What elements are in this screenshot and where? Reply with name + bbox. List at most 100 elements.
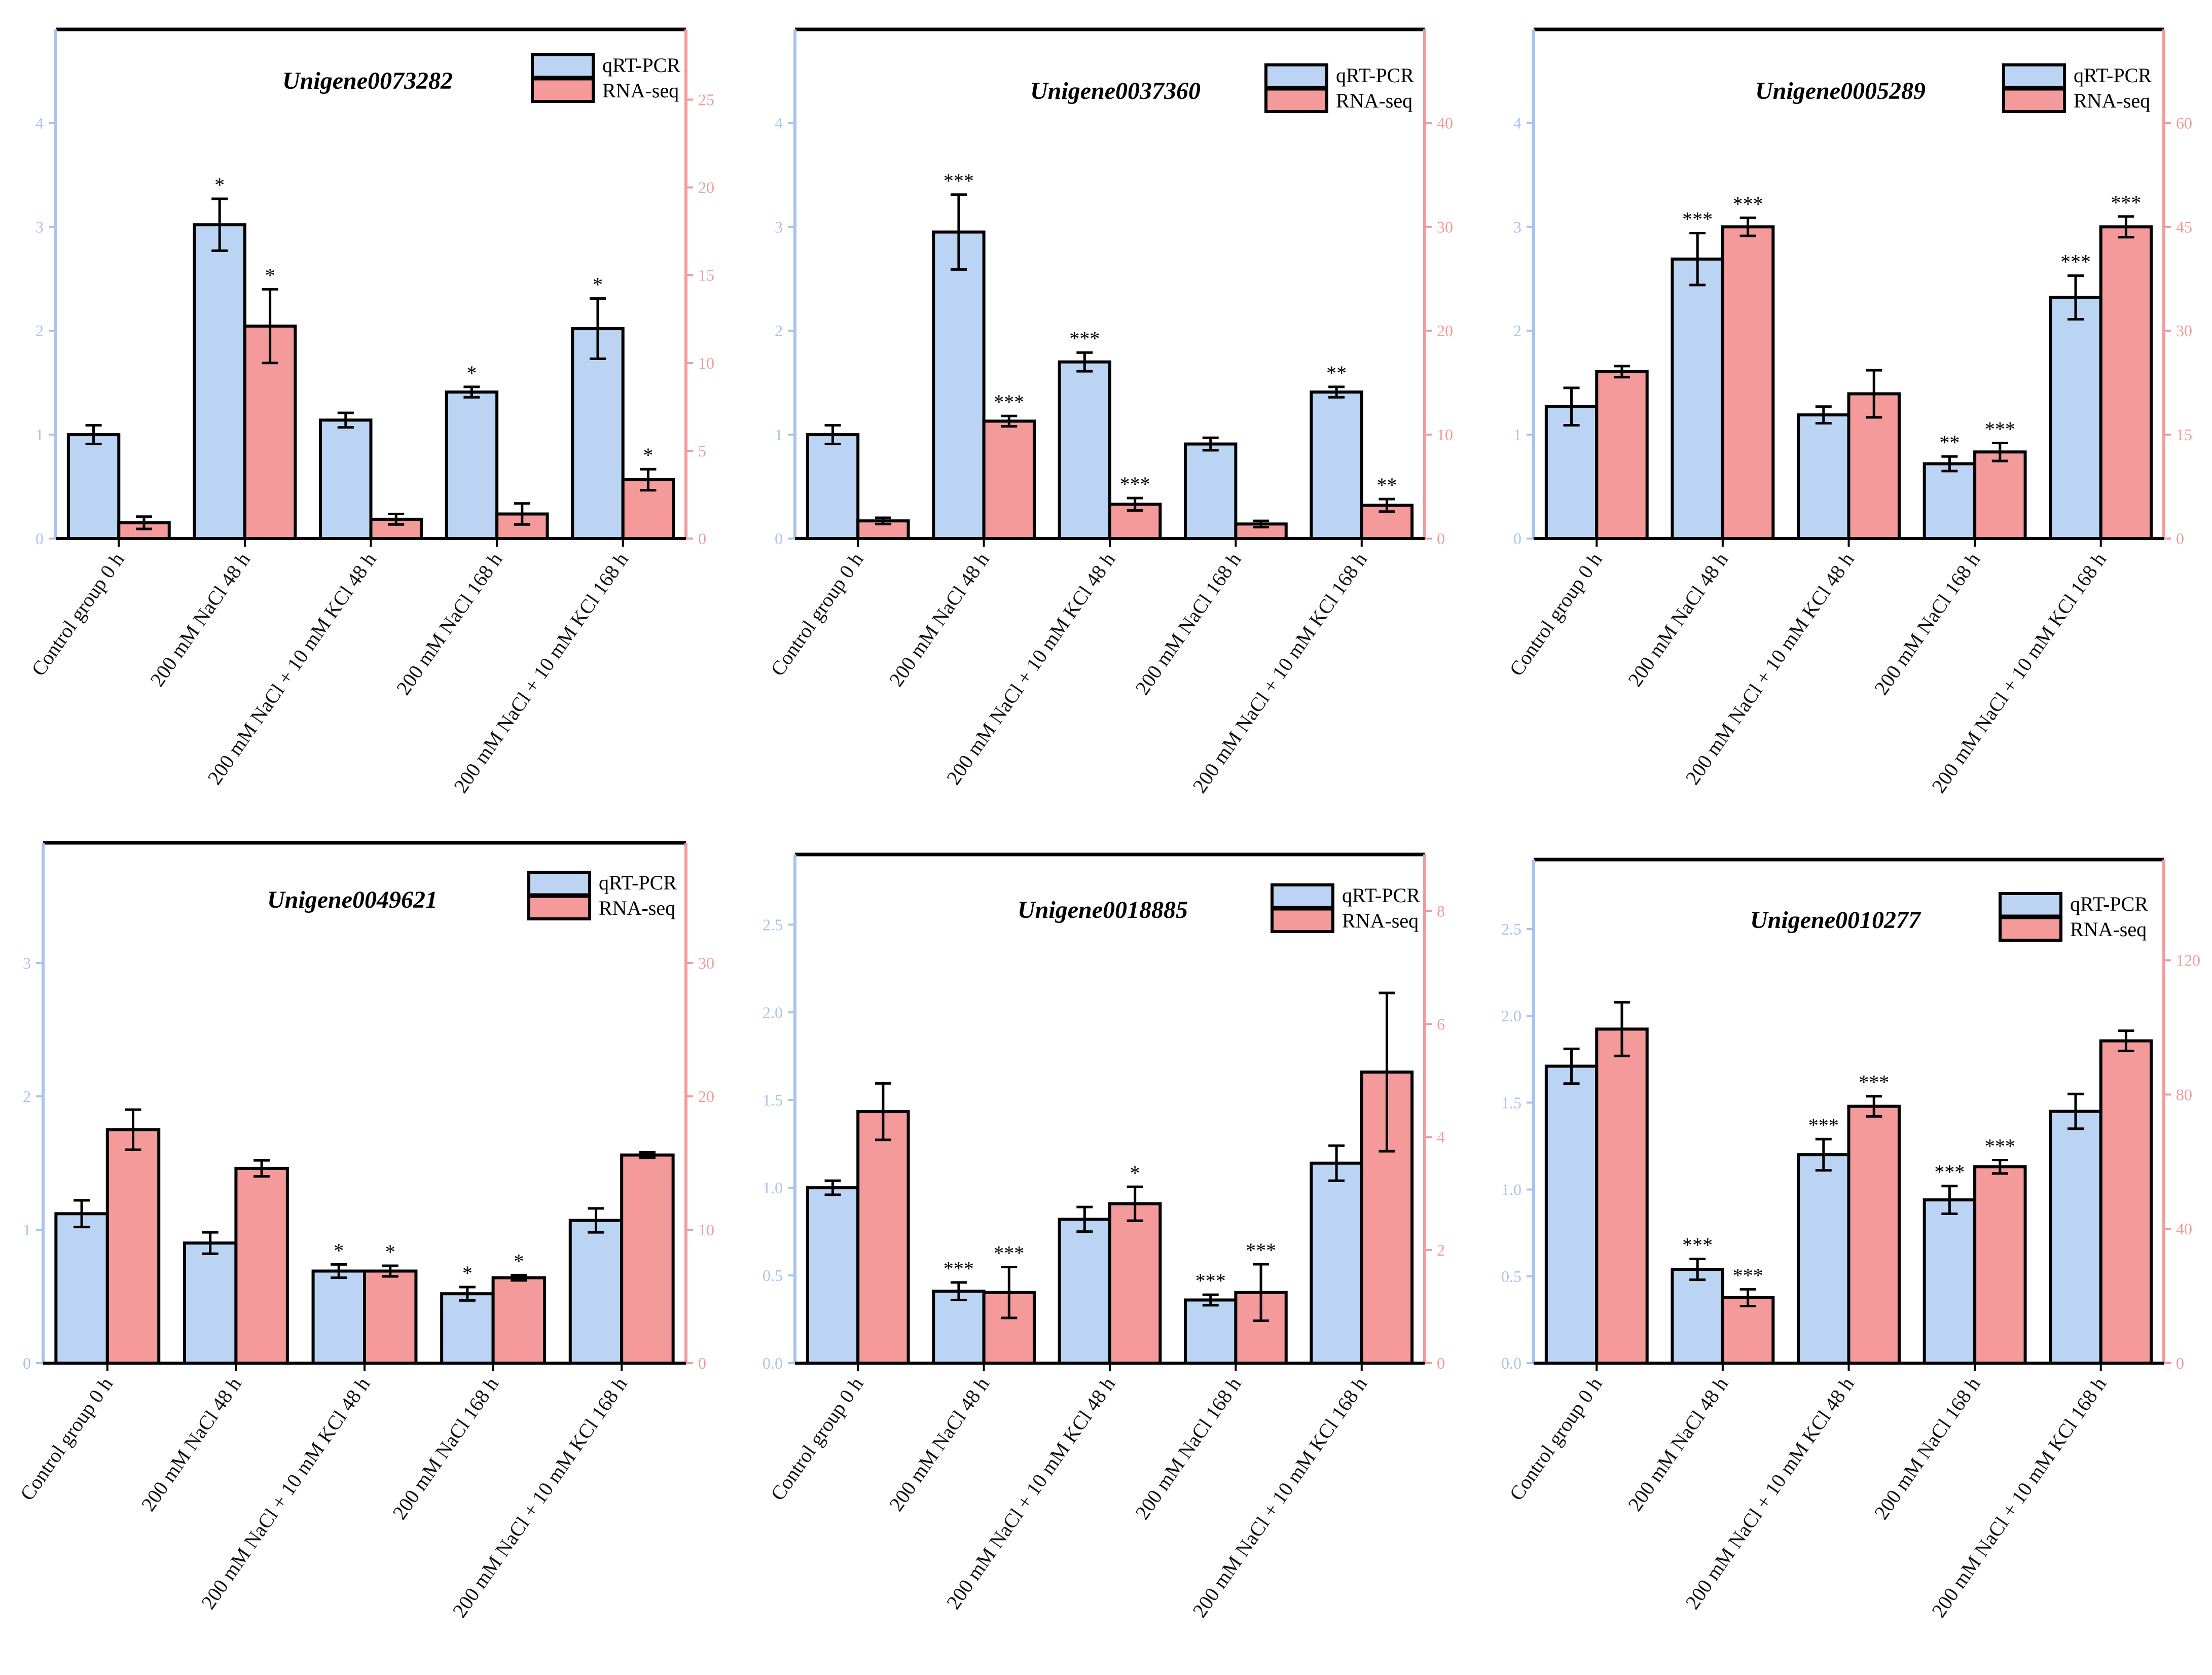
legend-swatch-qrt-pcr bbox=[2002, 63, 2066, 90]
right-tick-label: 0 bbox=[698, 529, 706, 548]
right-tick-label: 8 bbox=[1437, 902, 1445, 920]
category-label: 200 mM NaCl 168 h bbox=[1131, 548, 1246, 699]
significance-marker: *** bbox=[2111, 191, 2141, 214]
qrt-pcr-bar bbox=[806, 433, 860, 541]
left-tick-label: 1.5 bbox=[1501, 1093, 1521, 1112]
legend-label-qrt-pcr: qRT-PCR bbox=[2070, 893, 2148, 915]
right-tick-label: 6 bbox=[1437, 1015, 1445, 1033]
qrt-pcr-bar bbox=[806, 1186, 860, 1365]
right-tick-label: 0 bbox=[2176, 529, 2184, 548]
legend-swatch-rna-seq bbox=[1271, 907, 1334, 933]
significance-marker: *** bbox=[1682, 1234, 1713, 1257]
left-tick-label: 0.5 bbox=[1501, 1267, 1521, 1286]
qrt-pcr-bar bbox=[311, 1269, 366, 1365]
qrt-pcr-bar bbox=[1797, 1153, 1851, 1365]
left-tick-label: 3 bbox=[1513, 218, 1521, 236]
significance-marker: *** bbox=[994, 1242, 1024, 1265]
rna-seq-bar bbox=[105, 1128, 161, 1365]
panel-title: Unigene0037360 bbox=[1030, 78, 1201, 104]
left-tick-label: 4 bbox=[1513, 114, 1521, 132]
left-tick-label: 2 bbox=[775, 322, 783, 340]
category-label: 200 mM NaCl 48 h bbox=[885, 1373, 994, 1515]
legend-label-qrt-pcr: qRT-PCR bbox=[2074, 64, 2152, 87]
significance-marker: *** bbox=[1859, 1071, 1889, 1094]
right-tick-label: 25 bbox=[698, 90, 714, 109]
legend-label-qrt-pcr: qRT-PCR bbox=[1342, 884, 1420, 907]
right-tick-label: 0 bbox=[2176, 1354, 2184, 1372]
qrt-pcr-bar bbox=[193, 223, 246, 540]
left-tick-label: 2.5 bbox=[763, 915, 783, 934]
rna-seq-bar bbox=[1721, 225, 1775, 540]
qrt-pcr-bar bbox=[1184, 442, 1238, 540]
significance-marker: *** bbox=[1985, 1134, 2015, 1157]
significance-marker: * bbox=[1130, 1161, 1140, 1184]
right-tick-label: 45 bbox=[2176, 218, 2192, 236]
significance-marker: *** bbox=[1934, 1161, 1965, 1184]
category-label: 200 mM NaCl 48 h bbox=[1623, 1373, 1732, 1515]
significance-marker: * bbox=[334, 1239, 344, 1262]
legend-label-rna-seq: RNA-seq bbox=[602, 79, 679, 102]
legend-swatch-rna-seq bbox=[2002, 87, 2066, 113]
significance-marker: *** bbox=[1682, 208, 1713, 231]
right-tick-label: 15 bbox=[698, 266, 714, 284]
left-tick-label: 0 bbox=[775, 529, 783, 548]
legend-swatch-rna-seq bbox=[527, 894, 591, 920]
panel-title: Unigene0005289 bbox=[1755, 78, 1926, 104]
rna-seq-bar bbox=[1108, 1202, 1162, 1365]
rna-seq-bar bbox=[982, 419, 1036, 541]
panel-title: Unigene0018885 bbox=[1018, 897, 1188, 923]
qrt-pcr-bar bbox=[66, 433, 121, 541]
significance-marker: *** bbox=[1985, 417, 2015, 440]
left-tick-label: 0 bbox=[1513, 529, 1521, 548]
significance-marker: * bbox=[462, 1262, 473, 1285]
significance-marker: * bbox=[593, 273, 603, 296]
category-label: Control group 0 h bbox=[766, 548, 868, 680]
qrt-pcr-bar bbox=[1923, 1198, 1977, 1365]
left-tick-label: 0 bbox=[35, 529, 44, 548]
qrt-pcr-bar bbox=[319, 418, 373, 540]
qrt-pcr-bar bbox=[571, 327, 625, 541]
left-tick-label: 2 bbox=[1513, 322, 1521, 340]
rna-seq-bar bbox=[620, 1153, 675, 1365]
category-label: 200 mM NaCl 168 h bbox=[1870, 548, 1985, 699]
legend-swatch-qrt-pcr bbox=[1264, 63, 1328, 90]
qrt-pcr-bar bbox=[2049, 296, 2102, 540]
significance-marker: *** bbox=[944, 1257, 974, 1280]
left-tick-label: 0 bbox=[23, 1354, 31, 1372]
right-tick-label: 60 bbox=[2176, 114, 2192, 132]
panel-title: Unigene0049621 bbox=[267, 886, 438, 913]
significance-marker: * bbox=[514, 1250, 524, 1272]
significance-marker: *** bbox=[1808, 1114, 1839, 1136]
qrt-pcr-bar bbox=[183, 1241, 238, 1365]
left-tick-label: 0.5 bbox=[763, 1266, 783, 1285]
legend-label-qrt-pcr: qRT-PCR bbox=[599, 871, 677, 894]
chart-panel: 0.0 0.5 1.0 1.5 2.0 2.5 0 2 4 6 8 Control group 0 h… bbox=[763, 852, 1445, 1622]
left-tick-label: 1 bbox=[35, 425, 44, 444]
legend-swatch-qrt-pcr bbox=[1271, 883, 1334, 910]
chart-panel: 0.0 0.5 1.0 1.5 2.0 2.5 0 40 80 120 Control group … bbox=[1501, 858, 2200, 1622]
rna-seq-bar bbox=[2099, 225, 2153, 540]
significance-marker: *** bbox=[1069, 327, 1100, 350]
legend-swatch-qrt-pcr bbox=[527, 871, 591, 897]
significance-marker: * bbox=[385, 1240, 395, 1263]
legend-label-qrt-pcr: qRT-PCR bbox=[602, 54, 680, 77]
left-tick-label: 4 bbox=[35, 114, 44, 132]
qrt-pcr-bar bbox=[440, 1292, 495, 1365]
right-tick-label: 20 bbox=[1437, 322, 1453, 340]
qrt-pcr-bar bbox=[932, 230, 986, 540]
legend-swatch-qrt-pcr bbox=[1999, 892, 2062, 918]
significance-marker: ** bbox=[1939, 431, 1960, 454]
qrt-pcr-bar bbox=[1671, 1268, 1724, 1365]
right-tick-label: 40 bbox=[1437, 114, 1453, 132]
right-tick-label: 120 bbox=[2176, 951, 2200, 970]
qrt-pcr-bar bbox=[2049, 1110, 2102, 1365]
qrt-pcr-bar bbox=[932, 1290, 986, 1365]
left-tick-label: 2 bbox=[23, 1087, 31, 1106]
category-label: 200 mM NaCl 168 h bbox=[1131, 1373, 1246, 1523]
category-label: 200 mM NaCl 48 h bbox=[1623, 548, 1732, 691]
